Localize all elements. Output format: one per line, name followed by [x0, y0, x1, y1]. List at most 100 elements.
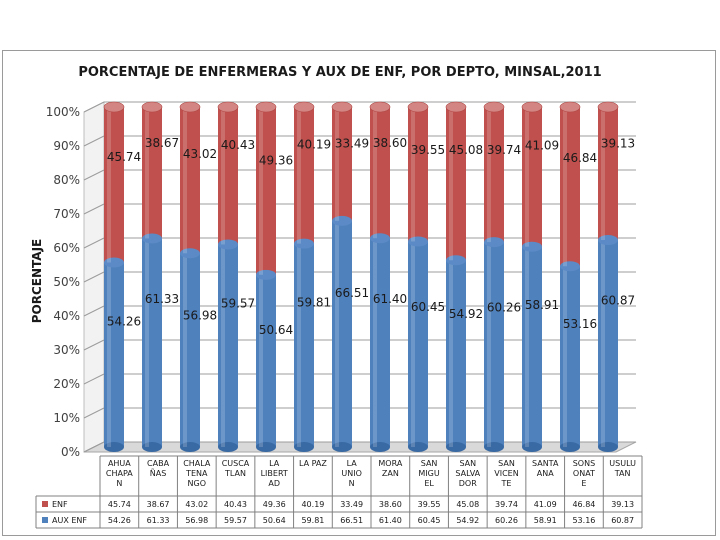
data-label-aux-enf: 66.51 [335, 286, 369, 300]
bar-highlight [601, 107, 605, 241]
data-label-enf: 43.02 [183, 147, 217, 161]
table-category-label: TAN [614, 469, 631, 478]
table-category-label: TE [501, 479, 512, 488]
table-cell: 38.67 [147, 500, 170, 509]
bar-highlight [183, 253, 187, 447]
bar-highlight [525, 246, 529, 447]
bar-aux-enf [142, 238, 162, 447]
gridline-depth [83, 237, 105, 249]
bar-segment-join [256, 269, 276, 280]
bar-highlight [107, 262, 111, 447]
bar-highlight [221, 244, 225, 447]
bar-segment-join [560, 261, 580, 272]
bar-enf [446, 107, 466, 261]
bar-aux-enf-base [446, 442, 466, 452]
bar-enf-cap [293, 101, 315, 113]
data-label-enf: 45.08 [449, 143, 483, 157]
bar-enf-cap [217, 101, 239, 113]
bar-aux-enf [560, 266, 580, 447]
table-category-label: N [116, 479, 122, 488]
bar-aux-enf [370, 238, 390, 447]
y-tick-label: 50% [53, 275, 80, 289]
data-label-enf: 49.36 [259, 154, 293, 168]
table-cell: 46.84 [572, 500, 595, 509]
table-category-label: CHAPA [106, 469, 133, 478]
bar-aux-enf-base [294, 442, 314, 452]
table-category-label: EL [424, 479, 434, 488]
data-label-enf: 38.67 [145, 136, 179, 150]
data-label-aux-enf: 54.92 [449, 307, 483, 321]
table-category-label: SAN [421, 459, 438, 468]
table-category-label: LA PAZ [299, 459, 327, 468]
bar-aux-enf-base [256, 442, 276, 452]
bar-highlight [221, 107, 225, 245]
table-category-label: AHUA [108, 459, 131, 468]
gridline-depth [83, 169, 105, 181]
table-cell: 45.74 [108, 500, 131, 509]
bar-enf [142, 107, 162, 239]
bar-enf-cap [141, 101, 163, 113]
y-tick-label: 40% [53, 309, 80, 323]
table-category-label: SALVA [455, 469, 480, 478]
bar-aux-enf [408, 241, 428, 447]
data-label-aux-enf: 58.91 [525, 298, 559, 312]
bar-aux-enf-base [370, 442, 390, 452]
legend-key [42, 501, 48, 507]
bar-aux-enf-base [180, 442, 200, 452]
table-cell: 60.45 [418, 516, 441, 525]
table-cell: 58.91 [534, 516, 557, 525]
bar-enf [180, 107, 200, 254]
bar-highlight [297, 107, 301, 244]
bar-aux-enf-base [560, 442, 580, 452]
table-category-label: VICEN [494, 469, 518, 478]
bar-highlight [145, 107, 149, 239]
bar-enf-cap [179, 101, 201, 113]
bar-highlight [335, 220, 339, 447]
y-tick-label: 20% [53, 377, 80, 391]
bar-enf-cap [559, 101, 581, 113]
table-category-label: ÑAS [150, 468, 167, 478]
bar-enf [294, 107, 314, 244]
bar-enf [256, 107, 276, 275]
table-cell: 60.26 [495, 516, 518, 525]
table-cell: 43.02 [185, 500, 208, 509]
bar-aux-enf [218, 244, 238, 447]
bar-enf-cap [331, 101, 353, 113]
table-cell: 41.09 [534, 500, 557, 509]
data-label-aux-enf: 56.98 [183, 308, 217, 322]
chart-title: PORCENTAJE DE ENFERMERAS Y AUX DE ENF, P… [78, 65, 601, 80]
bar-enf-cap [521, 101, 543, 113]
table-cell: 39.74 [495, 500, 518, 509]
table-cell: 60.87 [611, 516, 634, 525]
bar-aux-enf [332, 220, 352, 447]
gridline-depth [83, 203, 105, 215]
y-tick-label: 80% [53, 173, 80, 187]
data-label-enf: 41.09 [525, 139, 559, 153]
chart-floor [83, 441, 637, 453]
bar-aux-enf [484, 242, 504, 447]
bar-segment-join [218, 239, 238, 250]
bar-highlight [449, 260, 453, 447]
bar-segment-join [294, 238, 314, 249]
bar-highlight [411, 241, 415, 447]
table-cell: 49.36 [263, 500, 286, 509]
bar-aux-enf-base [218, 442, 238, 452]
bar-segment-join [180, 248, 200, 259]
table-cell: 59.57 [224, 516, 247, 525]
table-category-label: TENA [185, 469, 208, 478]
legend-label: AUX ENF [52, 516, 87, 525]
table-category-label: AD [268, 479, 280, 488]
data-label-aux-enf: 61.33 [145, 292, 179, 306]
table-category-label: SAN [498, 459, 515, 468]
data-label-enf: 33.49 [335, 136, 369, 150]
y-tick-label: 100% [46, 105, 80, 119]
bar-enf [370, 107, 390, 239]
bar-segment-join [142, 233, 162, 244]
bar-aux-enf [180, 253, 200, 447]
gridline-depth [83, 339, 105, 351]
table-category-label: SANTA [532, 459, 559, 468]
data-label-aux-enf: 59.57 [221, 296, 255, 310]
bar-aux-enf-base [484, 442, 504, 452]
bar-enf-cap [369, 101, 391, 113]
table-category-label: DOR [459, 479, 477, 488]
